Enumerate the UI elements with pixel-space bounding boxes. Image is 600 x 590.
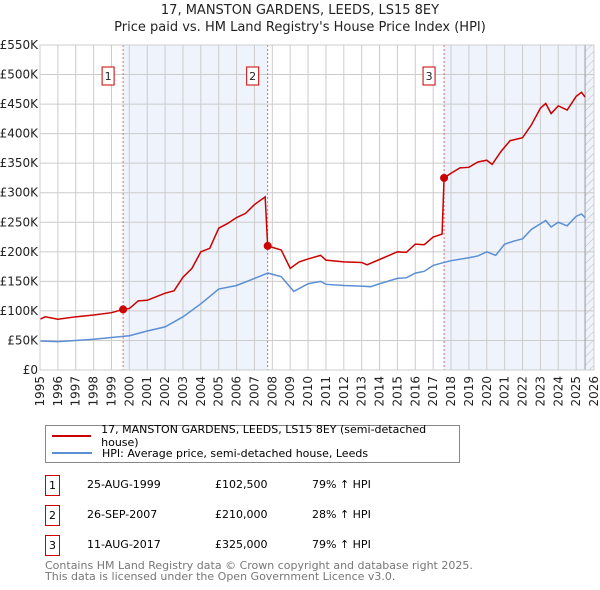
y-tick-label: £450K — [0, 97, 39, 111]
sale-hpi-change: 79% ↑ HPI — [312, 538, 371, 551]
x-tick-label: 2006 — [230, 376, 244, 407]
x-tick-label: 2000 — [122, 376, 136, 407]
y-tick-label: £550K — [0, 38, 39, 52]
y-tick-label: £100K — [0, 304, 39, 318]
legend-label: 17, MANSTON GARDENS, LEEDS, LS15 8EY (se… — [101, 423, 427, 449]
sale-date: 25-AUG-1999 — [87, 478, 161, 491]
x-tick-label: 2010 — [301, 376, 315, 407]
sale-row: 1 25-AUG-1999 £102,500 79% ↑ HPI — [45, 475, 465, 496]
shaded-period — [444, 45, 594, 370]
y-tick-label: £300K — [0, 186, 39, 200]
sale-marker-box — [422, 66, 436, 86]
sale-hpi-change: 79% ↑ HPI — [312, 478, 371, 491]
x-tick-label: 2007 — [247, 376, 261, 407]
plot-border — [39, 44, 595, 371]
hpi-line — [39, 213, 586, 343]
legend: 17, MANSTON GARDENS, LEEDS, LS15 8EY (se… — [45, 423, 460, 463]
sale-number: 1 — [45, 475, 60, 496]
y-tick-label: £500K — [0, 68, 39, 82]
legend-label: HPI: Average price, semi-detached house,… — [102, 446, 369, 460]
sale-marker-box — [101, 66, 115, 86]
x-tick-label: 2011 — [319, 376, 333, 407]
x-tick-label: 2013 — [355, 376, 369, 407]
shaded-period — [123, 45, 268, 370]
sale-hpi-change: 28% ↑ HPI — [312, 508, 371, 521]
x-tick-label: 2019 — [462, 376, 476, 407]
sale-date: 26-SEP-2007 — [87, 508, 158, 521]
y-tick-label: £350K — [0, 156, 39, 170]
x-tick-label: 2017 — [426, 376, 440, 407]
footer-line: Contains HM Land Registry data © Crown c… — [45, 559, 473, 572]
footer: Contains HM Land Registry data © Crown c… — [45, 560, 473, 582]
y-tick-label: £50K — [7, 333, 39, 347]
x-tick-label: 2024 — [551, 376, 565, 407]
chart-subtitle: Price paid vs. HM Land Registry's House … — [114, 20, 486, 35]
sale-date: 11-AUG-2017 — [87, 538, 161, 551]
sale-number: 3 — [45, 535, 60, 556]
sale-marker-box — [246, 66, 260, 86]
footer-line: This data is licensed under the Open Gov… — [45, 570, 396, 583]
chart-title: 17, MANSTON GARDENS, LEEDS, LS15 8EY — [160, 3, 440, 18]
x-tick-label: 2004 — [194, 376, 208, 407]
x-tick-label: 2016 — [408, 376, 422, 407]
property-price-line — [39, 91, 586, 320]
x-tick-label: 2003 — [176, 376, 190, 407]
y-tick-label: £150K — [0, 274, 39, 288]
legend-swatch — [52, 435, 92, 437]
x-tick-label: 2020 — [480, 376, 494, 407]
sale-number: 2 — [45, 505, 60, 526]
sale-marker-label: 1 — [105, 70, 112, 83]
legend-swatch — [52, 452, 92, 454]
forecast-hatch — [585, 45, 594, 370]
sale-price: £325,000 — [215, 538, 268, 551]
x-tick-label: 1996 — [51, 376, 65, 407]
sale-row: 3 11-AUG-2017 £325,000 79% ↑ HPI — [45, 535, 465, 556]
x-tick-label: 1995 — [33, 376, 47, 407]
sale-price: £210,000 — [215, 508, 268, 521]
legend-item-hpi: HPI: Average price, semi-detached house,… — [52, 445, 368, 461]
x-tick-label: 2026 — [587, 376, 600, 407]
sale-point — [440, 173, 449, 182]
x-tick-label: 2025 — [569, 376, 583, 407]
x-tick-label: 2001 — [140, 376, 154, 407]
sale-marker-label: 2 — [249, 70, 256, 83]
sale-row: 2 26-SEP-2007 £210,000 28% ↑ HPI — [45, 505, 465, 526]
x-tick-label: 2009 — [283, 376, 297, 407]
x-tick-label: 2022 — [516, 376, 530, 407]
legend-item-property: 17, MANSTON GARDENS, LEEDS, LS15 8EY (se… — [52, 423, 459, 449]
y-tick-label: £250K — [0, 215, 39, 229]
x-tick-label: 2015 — [390, 376, 404, 407]
plot-area: £0 £50K £100K £150K £200K £250K £300K £350K £400… — [0, 38, 600, 407]
x-tick-label: 2021 — [498, 376, 512, 407]
y-tick-label: £200K — [0, 245, 39, 259]
y-tick-label: £0 — [23, 363, 38, 377]
x-tick-label: 2005 — [212, 376, 226, 407]
sale-price: £102,500 — [215, 478, 268, 491]
sale-marker-label: 3 — [426, 70, 433, 83]
sale-point — [263, 241, 272, 250]
x-tick-label: 1997 — [69, 376, 83, 407]
x-tick-label: 1998 — [87, 376, 101, 407]
x-tick-label: 2014 — [373, 376, 387, 407]
x-tick-label: 2018 — [444, 376, 458, 407]
x-tick-label: 2012 — [337, 376, 351, 407]
x-tick-label: 2008 — [265, 376, 279, 407]
x-tick-label: 1999 — [104, 376, 118, 407]
x-tick-label: 2023 — [533, 376, 547, 407]
x-tick-label: 2002 — [158, 376, 172, 407]
y-tick-label: £400K — [0, 127, 39, 141]
sale-point — [119, 305, 128, 314]
